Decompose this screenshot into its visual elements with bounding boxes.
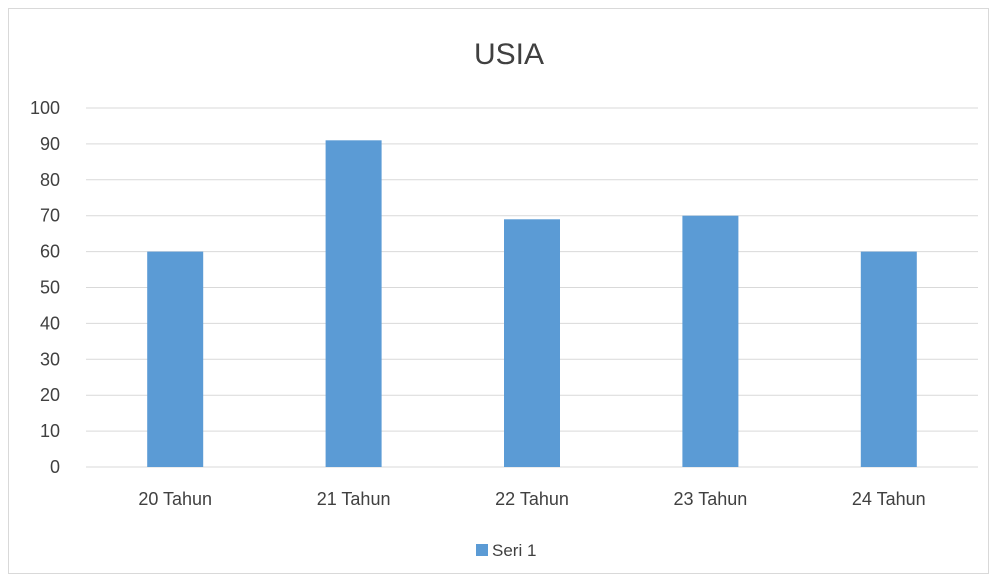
bar <box>682 215 739 467</box>
y-tick-label: 10 <box>40 421 60 441</box>
x-tick-label: 24 Tahun <box>852 489 926 509</box>
y-tick-label: 30 <box>40 349 60 369</box>
y-tick-label: 80 <box>40 170 60 190</box>
y-axis-tick-labels: 0 10 20 30 40 50 60 70 80 90 100 <box>30 98 60 477</box>
legend: Seri 1 <box>476 541 536 560</box>
y-tick-label: 0 <box>50 457 60 477</box>
bar <box>147 251 204 467</box>
y-tick-label: 70 <box>40 206 60 226</box>
y-tick-label: 100 <box>30 98 60 118</box>
legend-swatch <box>476 544 488 556</box>
y-tick-label: 50 <box>40 278 60 298</box>
y-tick-label: 40 <box>40 313 60 333</box>
x-tick-label: 21 Tahun <box>317 489 391 509</box>
bars <box>147 140 917 467</box>
x-tick-label: 20 Tahun <box>138 489 212 509</box>
x-axis-tick-labels: 20 Tahun 21 Tahun 22 Tahun 23 Tahun 24 Tahun <box>138 489 925 509</box>
bar <box>325 140 382 467</box>
bar <box>860 251 917 467</box>
x-tick-label: 23 Tahun <box>674 489 748 509</box>
chart-title: USIA <box>474 38 544 71</box>
y-tick-label: 90 <box>40 134 60 154</box>
gridlines <box>86 107 978 468</box>
bar <box>504 219 560 467</box>
legend-label: Seri 1 <box>492 541 536 560</box>
y-tick-label: 60 <box>40 242 60 262</box>
y-tick-label: 20 <box>40 385 60 405</box>
x-tick-label: 22 Tahun <box>495 489 569 509</box>
